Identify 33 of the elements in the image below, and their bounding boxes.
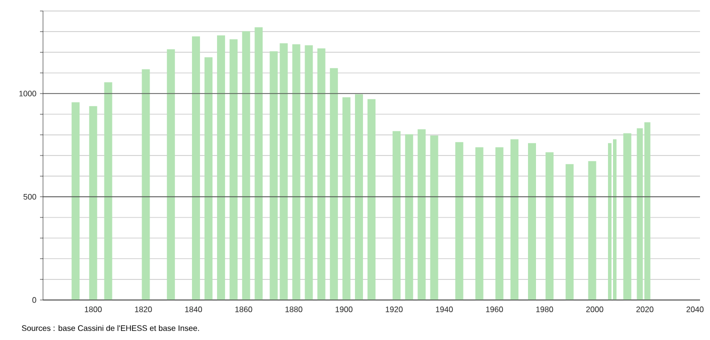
bar (342, 97, 350, 300)
bar (280, 43, 288, 300)
bar (254, 27, 263, 300)
bar (588, 161, 596, 300)
bar (270, 51, 278, 300)
bar (89, 106, 98, 300)
bar (204, 57, 213, 300)
bar (510, 139, 518, 300)
bar (330, 68, 338, 300)
bar (475, 147, 484, 300)
bar (368, 99, 376, 300)
bar (354, 94, 363, 300)
bar (242, 31, 250, 300)
bar (546, 152, 554, 300)
bar (566, 164, 574, 300)
bar (230, 39, 238, 300)
bar (528, 143, 536, 300)
bar (317, 48, 326, 300)
bar (217, 35, 226, 300)
bar (392, 131, 401, 300)
bar (72, 102, 80, 300)
bar (430, 135, 438, 300)
bar (104, 82, 112, 300)
bar (623, 133, 632, 300)
bar (292, 44, 300, 300)
bar (304, 45, 313, 300)
bar (166, 49, 175, 300)
bar (495, 147, 504, 300)
bar (455, 142, 464, 300)
bar (418, 129, 426, 300)
bar (142, 69, 150, 300)
bar (405, 134, 414, 300)
bar (192, 36, 200, 300)
